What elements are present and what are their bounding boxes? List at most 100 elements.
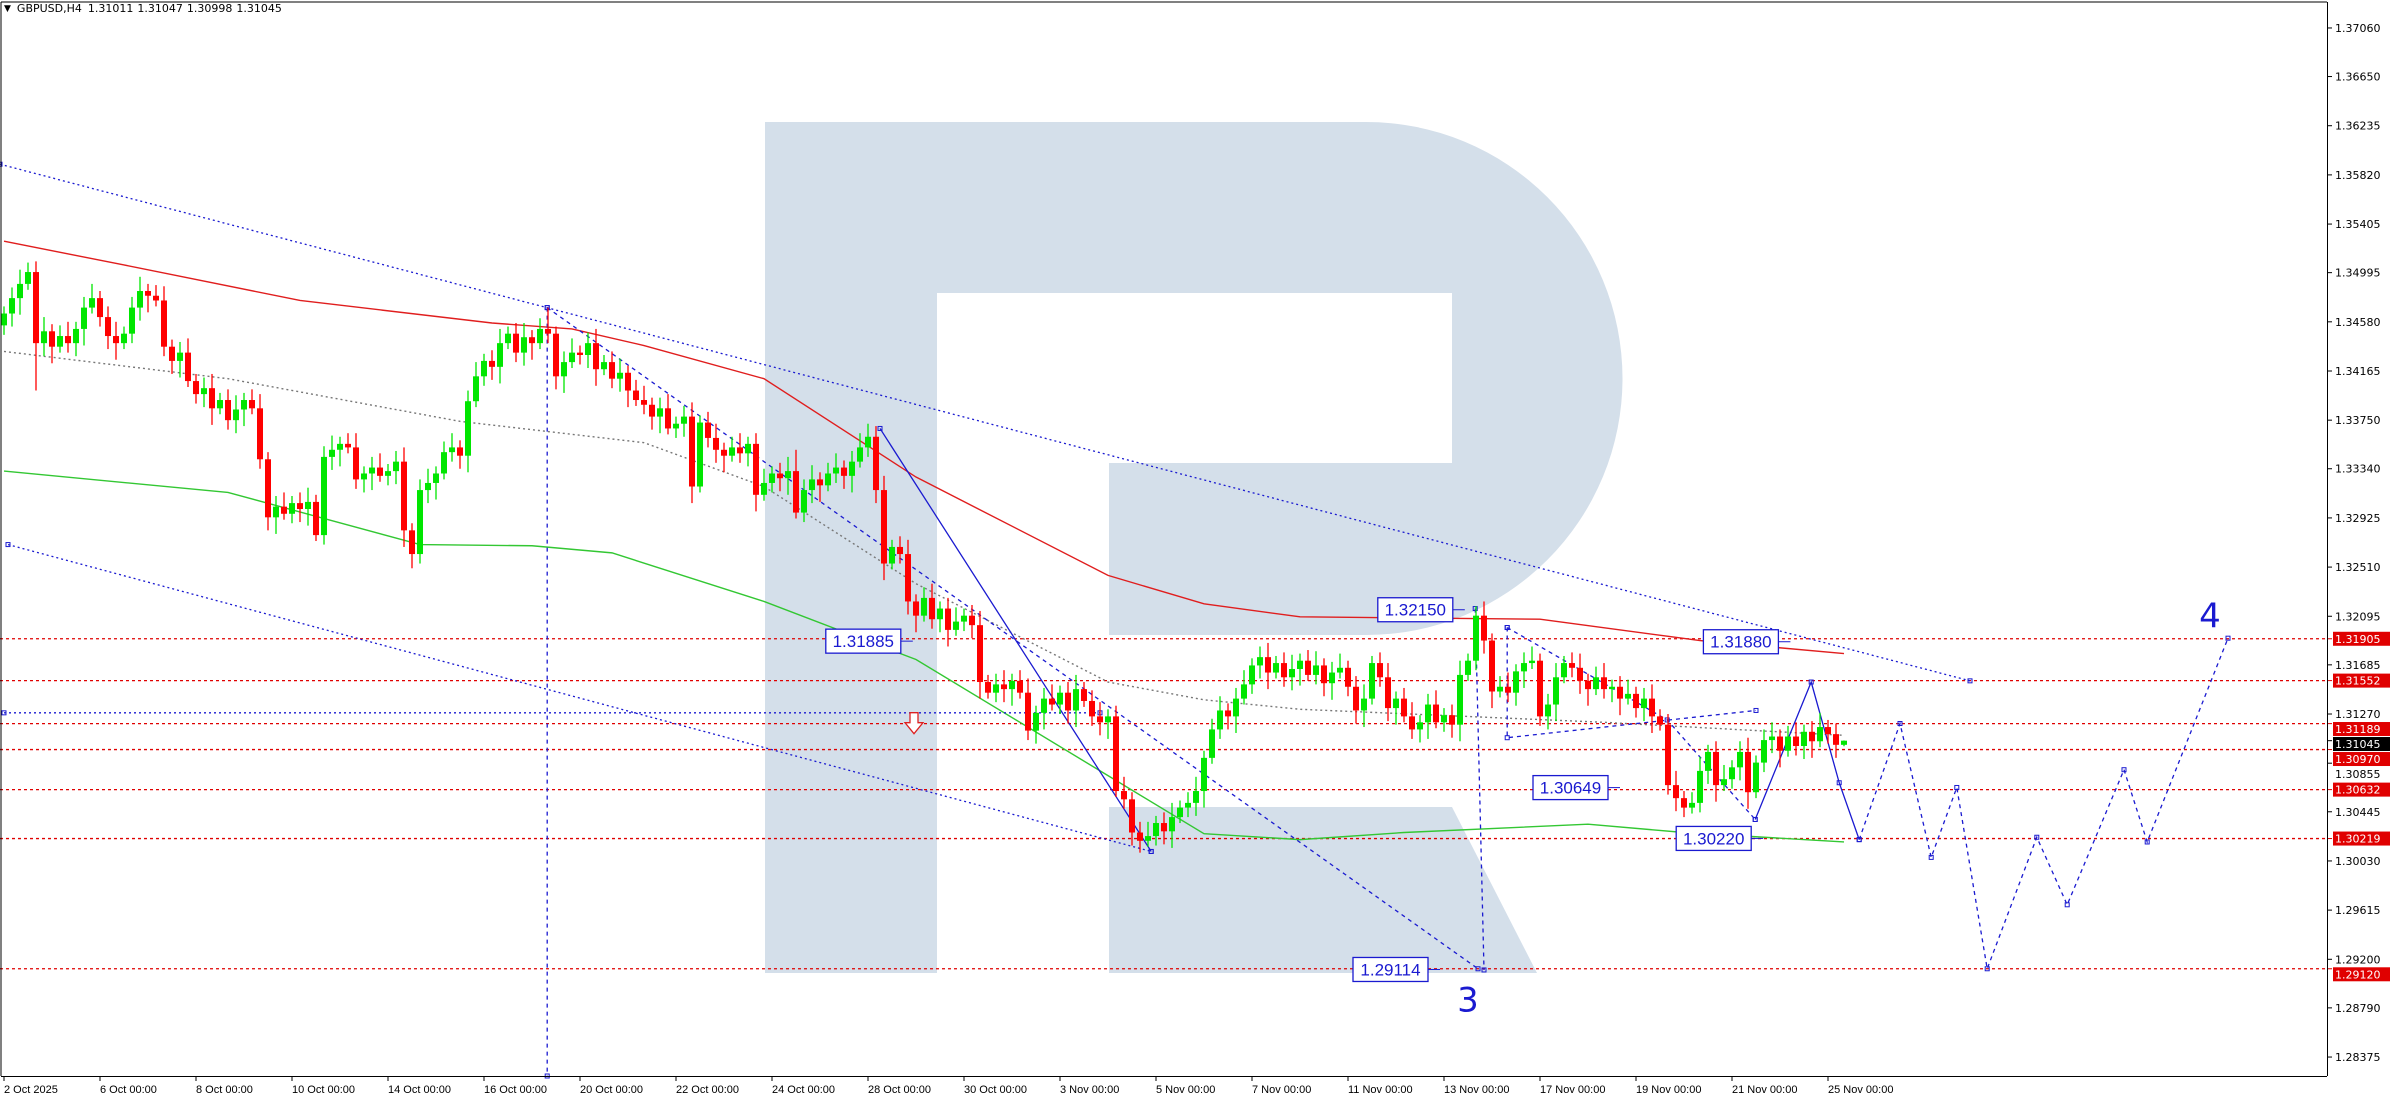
trend-line: [7, 543, 1152, 853]
candle: [1441, 708, 1447, 732]
candle: [553, 326, 559, 390]
candle: [969, 605, 975, 639]
candle-body: [1377, 663, 1383, 678]
candle: [817, 472, 823, 502]
candle: [841, 460, 847, 489]
candle-body: [1793, 736, 1799, 747]
moving-average-line: [3, 240, 1845, 655]
time-tick-label: 25 Nov 00:00: [1828, 1084, 1893, 1096]
candle: [1649, 684, 1655, 733]
candle: [1553, 663, 1559, 722]
candle-body: [705, 422, 711, 438]
candle-body: [873, 436, 879, 491]
candle-body: [1169, 817, 1175, 832]
candle: [945, 597, 951, 647]
candle: [905, 539, 911, 615]
candle-body: [1729, 767, 1735, 780]
candle-body: [1537, 660, 1543, 717]
candle-body: [729, 447, 735, 456]
candle: [1689, 792, 1695, 814]
candle-body: [1777, 736, 1783, 751]
candle-body: [617, 372, 623, 379]
level-price-text: 1.31552: [2335, 675, 2381, 688]
candle: [529, 330, 535, 360]
candle-body: [1233, 698, 1239, 717]
candle: [1025, 678, 1031, 741]
candle: [1129, 792, 1135, 846]
candle-body: [561, 362, 567, 377]
candle-body: [1321, 665, 1327, 684]
candle: [89, 283, 95, 314]
candle-body: [1697, 770, 1703, 803]
candle-body: [1785, 736, 1791, 751]
candle: [865, 423, 871, 457]
candle-body: [361, 473, 367, 480]
candle-body: [185, 352, 191, 382]
triangle-down-icon[interactable]: ▼: [4, 3, 11, 14]
time-axis[interactable]: 2 Oct 2025 6 Oct 00:00 8 Oct 00:00 10 Oct 0…: [3, 1077, 1893, 1096]
price-axis[interactable]: 1.37060 1.36650 1.36235 1.35820 1.35405 1.349…: [2328, 22, 2390, 1064]
time-tick-label: 30 Oct 00:00: [964, 1084, 1027, 1096]
candle-body: [1601, 677, 1607, 690]
candle-body: [569, 352, 575, 363]
candle: [481, 353, 487, 386]
candle: [1713, 741, 1719, 802]
candle-body: [1513, 671, 1519, 693]
candle-body: [153, 295, 159, 301]
candle-body: [9, 298, 15, 314]
candle: [825, 462, 831, 492]
price-tick-label: 1.34165: [2335, 365, 2381, 378]
candle-body: [425, 482, 431, 491]
candle: [1729, 760, 1735, 789]
candle-body: [697, 422, 703, 487]
candle-body: [913, 601, 919, 616]
candle: [1545, 693, 1551, 730]
price-label: 1.30220: [1675, 825, 1764, 852]
candle-body: [977, 625, 983, 683]
candle: [1273, 655, 1279, 679]
candle: [57, 325, 63, 353]
candle: [697, 415, 703, 493]
price-tick-label: 1.32510: [2335, 561, 2381, 574]
candle-body: [689, 416, 695, 487]
candle-body: [1569, 663, 1575, 668]
candle-body: [329, 449, 335, 457]
price-tick-label: 1.33340: [2335, 463, 2381, 476]
candle-body: [1841, 740, 1847, 745]
candle-body: [1769, 736, 1775, 741]
candle-body: [1241, 684, 1247, 699]
candle-body: [73, 328, 79, 344]
candle: [137, 276, 143, 321]
price-tick-label: 1.34995: [2335, 267, 2381, 280]
candle-body: [489, 360, 495, 367]
candle: [1681, 791, 1687, 818]
candle-body: [1625, 693, 1631, 699]
candle-body: [1209, 729, 1215, 758]
candle-body: [337, 443, 343, 450]
candle-body: [1817, 727, 1823, 742]
candle-body: [1113, 716, 1119, 792]
candle: [545, 307, 551, 344]
candle-body: [1265, 657, 1271, 673]
candle-body: [449, 447, 455, 453]
candle-body: [41, 331, 47, 344]
anchor-point: [1664, 717, 1670, 723]
candle: [313, 494, 319, 542]
candle-body: [985, 682, 991, 693]
candle: [113, 321, 119, 360]
candle-body: [609, 362, 615, 379]
candle: [1481, 601, 1487, 654]
level-price-tag: [2333, 782, 2390, 797]
time-tick-label: 19 Nov 00:00: [1636, 1084, 1701, 1096]
candle: [25, 262, 31, 290]
candle: [1577, 653, 1583, 694]
candle-body: [1473, 615, 1479, 661]
candle: [1745, 737, 1751, 809]
candle-body: [1417, 722, 1423, 730]
candle-body: [97, 298, 103, 318]
candle-body: [57, 336, 63, 347]
candle: [41, 317, 47, 357]
candle-body: [929, 597, 935, 620]
price-label: 1.31880: [1702, 629, 1791, 655]
